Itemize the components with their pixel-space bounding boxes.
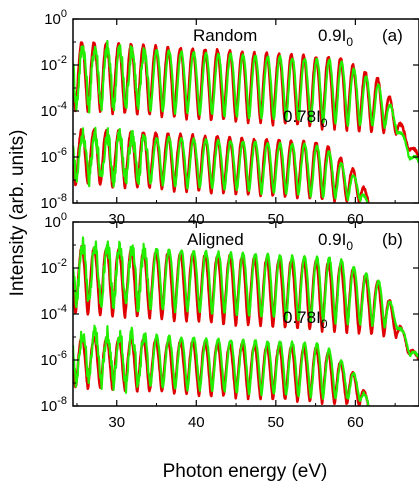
y-tick-label: 10-2 xyxy=(41,54,67,74)
condition-label: Random xyxy=(193,26,257,45)
x-axis-title: Photon energy (eV) xyxy=(163,461,328,482)
x-tick-label: 60 xyxy=(347,211,364,228)
series-line-lower-green xyxy=(73,324,370,406)
y-tick-label: 100 xyxy=(44,211,67,231)
y-tick-label: 10-2 xyxy=(41,257,67,277)
series-group xyxy=(73,236,419,406)
series-line-upper-green xyxy=(73,236,419,359)
panel-label: (a) xyxy=(382,26,403,45)
intensity-annotation-upper: 0.9I0 xyxy=(318,230,353,253)
x-tick-label: 30 xyxy=(108,414,125,431)
y-tick-label: 10-8 xyxy=(41,192,67,212)
y-tick-label: 10-8 xyxy=(41,395,67,415)
series-group xyxy=(73,39,419,203)
y-tick-label: 10-6 xyxy=(41,146,67,166)
y-tick-label: 10-4 xyxy=(41,100,67,120)
series-line-upper-green xyxy=(73,39,419,164)
x-tick-label: 50 xyxy=(267,414,284,431)
intensity-annotation-upper: 0.9I0 xyxy=(318,26,353,49)
panel-a: 30 40 50 60 10-8 10-6 10-4 10-2 100 Random (a) 0.9I… xyxy=(41,8,419,228)
x-tick-label: 40 xyxy=(188,211,205,228)
y-tick-label: 10-4 xyxy=(41,303,67,323)
intensity-annotation-lower: 0.78I0 xyxy=(283,107,328,130)
panel-b: 30 40 50 60 10-8 10-6 10-4 10-2 100 Aligned (b) 0.9… xyxy=(41,211,419,431)
x-tick-label: 60 xyxy=(347,414,364,431)
y-tick-label: 100 xyxy=(44,8,67,28)
series-line-lower-green xyxy=(73,126,369,203)
y-tick-label: 10-6 xyxy=(41,349,67,369)
y-axis-title: Intensity (arb. units) xyxy=(7,130,28,297)
x-tick-label: 40 xyxy=(188,414,205,431)
intensity-annotation-lower: 0.78I0 xyxy=(283,308,328,331)
condition-label: Aligned xyxy=(187,230,244,249)
x-tick-label: 30 xyxy=(108,211,125,228)
x-tick-label: 50 xyxy=(267,211,284,228)
panel-label: (b) xyxy=(382,230,403,249)
